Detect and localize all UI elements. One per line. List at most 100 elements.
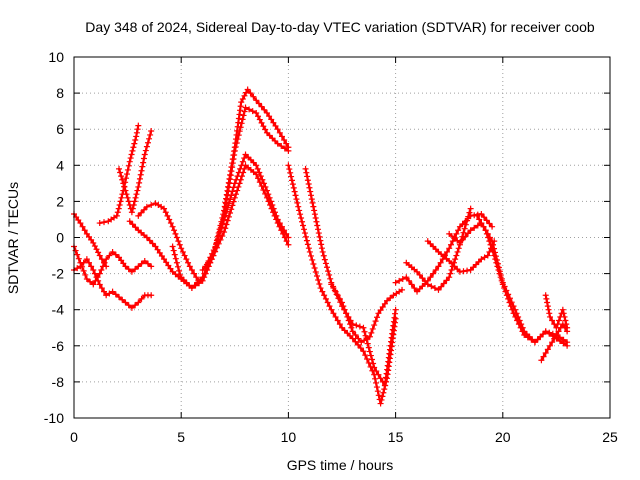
data-point	[115, 205, 122, 212]
data-point	[343, 310, 350, 317]
data-point	[119, 176, 126, 183]
data-point	[143, 203, 150, 210]
data-point	[106, 252, 113, 259]
data-point	[339, 324, 345, 331]
data-point	[230, 184, 237, 191]
data-point	[273, 212, 280, 219]
data-point	[81, 227, 88, 234]
data-point	[448, 260, 455, 267]
data-point	[353, 322, 360, 329]
data-point	[90, 239, 97, 246]
data-point	[101, 288, 108, 295]
data-point	[356, 323, 363, 330]
data-point	[470, 264, 477, 271]
data-point	[199, 277, 206, 284]
data-point	[98, 285, 105, 292]
data-point	[377, 400, 384, 407]
data-point	[274, 216, 281, 223]
data-point	[372, 318, 379, 325]
data-point	[241, 92, 248, 99]
data-point	[74, 265, 81, 272]
data-point	[98, 266, 105, 273]
data-point	[519, 328, 526, 335]
data-point	[492, 256, 499, 263]
data-point	[542, 350, 549, 357]
data-point	[103, 263, 110, 270]
data-point	[263, 187, 270, 194]
data-point	[306, 248, 313, 255]
data-point	[323, 264, 330, 271]
series-track-2	[71, 256, 155, 311]
data-point	[90, 266, 97, 273]
data-point	[161, 256, 168, 263]
data-point	[544, 299, 551, 306]
data-point	[283, 230, 290, 237]
data-point	[435, 286, 442, 293]
data-point	[524, 334, 531, 341]
data-point	[478, 220, 485, 227]
data-point	[88, 236, 95, 243]
data-point	[118, 257, 125, 264]
data-point	[116, 254, 123, 261]
data-point	[308, 252, 315, 259]
data-point	[480, 223, 487, 230]
data-point	[224, 217, 231, 224]
data-point	[253, 171, 260, 178]
data-point	[260, 186, 267, 193]
data-point	[291, 188, 298, 195]
data-point	[537, 333, 544, 340]
data-point	[223, 221, 230, 228]
data-point	[324, 299, 331, 306]
data-point	[95, 277, 102, 284]
data-point	[380, 389, 387, 396]
data-point	[124, 194, 131, 201]
data-point	[172, 255, 179, 262]
data-point	[287, 169, 294, 176]
data-point	[534, 336, 541, 343]
x-tick-label: 25	[602, 429, 618, 445]
data-point	[289, 181, 296, 188]
data-point	[131, 198, 138, 205]
data-point	[549, 330, 556, 337]
data-point	[555, 328, 562, 335]
data-point	[129, 221, 136, 228]
data-point	[368, 329, 375, 336]
data-point	[135, 183, 142, 190]
data-point	[227, 172, 234, 179]
data-point	[225, 213, 232, 220]
data-point	[136, 175, 143, 182]
data-point	[341, 306, 348, 313]
data-point	[371, 364, 378, 371]
data-point	[361, 328, 368, 335]
data-point	[122, 263, 129, 270]
data-point	[487, 241, 494, 248]
data-point	[229, 202, 236, 209]
data-point	[564, 324, 571, 331]
data-point	[300, 222, 307, 229]
data-point	[283, 140, 290, 147]
data-point	[349, 328, 356, 335]
data-point	[169, 223, 176, 230]
data-point	[446, 245, 453, 252]
data-point	[235, 132, 242, 139]
data-point	[497, 274, 504, 281]
data-point	[319, 248, 326, 255]
data-point	[172, 230, 179, 237]
data-point	[266, 132, 273, 139]
data-point	[112, 251, 119, 258]
data-point	[121, 183, 128, 190]
data-point	[116, 294, 123, 301]
data-point	[514, 317, 521, 324]
data-point	[269, 202, 276, 209]
series-track-17	[424, 238, 498, 275]
data-point	[186, 263, 193, 270]
data-point	[506, 299, 513, 306]
data-point	[306, 184, 313, 191]
data-point	[132, 302, 139, 309]
data-point	[438, 283, 445, 290]
data-point	[459, 236, 466, 243]
data-point	[265, 191, 272, 198]
data-point	[446, 274, 453, 281]
data-point	[452, 256, 459, 263]
x-tick-label: 5	[177, 429, 185, 445]
